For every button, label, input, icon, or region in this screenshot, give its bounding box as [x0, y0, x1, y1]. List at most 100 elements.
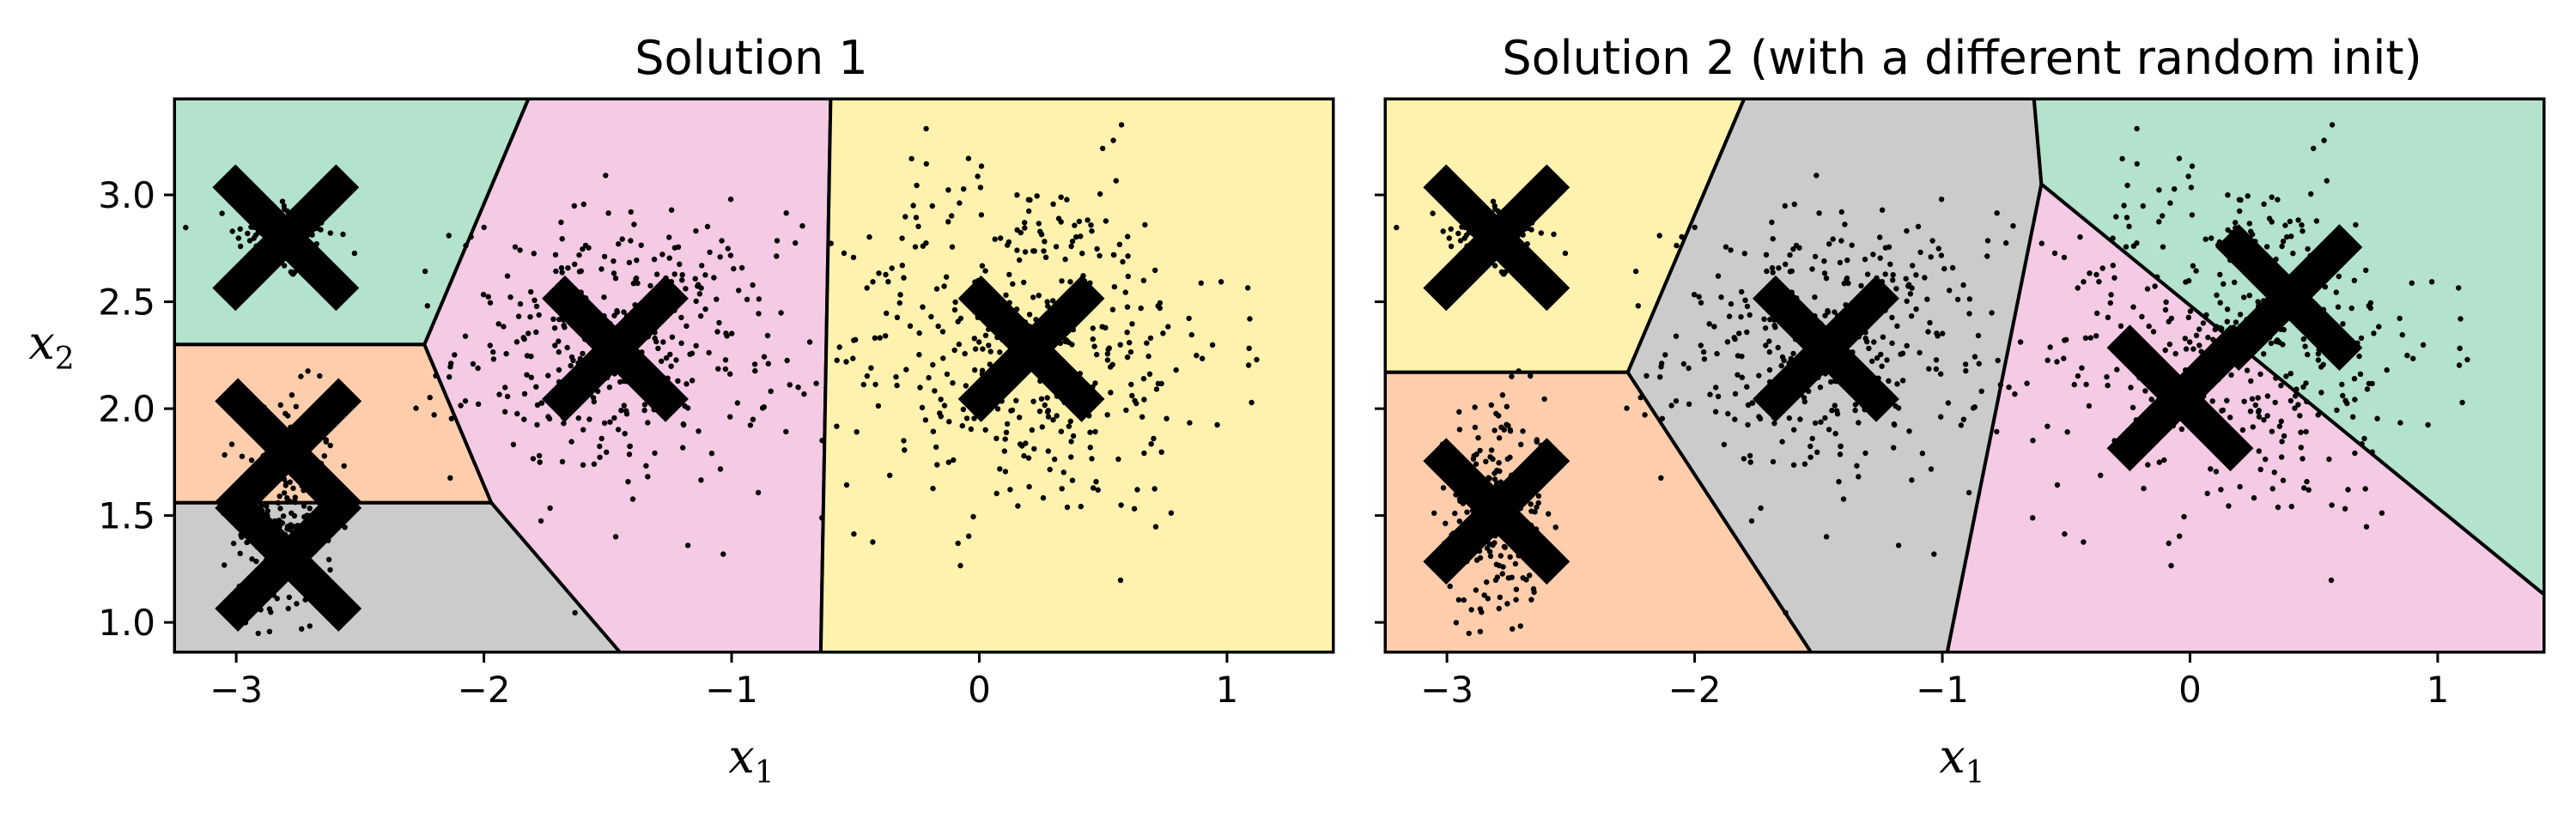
data-point: [1701, 356, 1708, 362]
data-point: [1856, 474, 1862, 480]
data-point: [647, 282, 653, 289]
data-point: [1732, 416, 1738, 422]
data-point: [1090, 336, 1097, 342]
data-point: [795, 385, 801, 391]
data-point: [2246, 221, 2252, 227]
data-point: [1940, 330, 1946, 336]
data-point: [2075, 373, 2081, 379]
data-point: [678, 340, 684, 346]
data-point: [1715, 393, 1722, 400]
data-point: [2321, 137, 2327, 143]
data-point: [2305, 351, 2311, 358]
data-point: [1858, 282, 1864, 289]
data-point: [1735, 353, 1741, 359]
data-point: [922, 417, 929, 423]
data-point: [682, 403, 688, 409]
data-point: [1076, 218, 1083, 225]
data-point: [722, 357, 729, 363]
data-point: [692, 276, 698, 282]
data-point: [490, 348, 496, 355]
data-point: [2148, 397, 2154, 403]
data-point: [2280, 477, 2287, 483]
data-point: [1060, 470, 1067, 476]
data-point: [734, 400, 741, 406]
data-point: [504, 393, 511, 400]
data-point: [2232, 279, 2238, 286]
data-point: [1893, 403, 1899, 409]
data-point: [1103, 218, 1109, 224]
data-point: [2225, 227, 2231, 233]
data-point: [1791, 427, 1797, 433]
data-point: [1528, 597, 1534, 603]
data-point: [2205, 334, 2211, 341]
data-point: [1770, 458, 1777, 465]
data-point: [2214, 292, 2220, 298]
data-point: [693, 342, 699, 348]
data-point: [2160, 244, 2166, 250]
data-point: [659, 358, 665, 364]
data-point: [1518, 441, 1524, 447]
data-point: [2278, 383, 2284, 389]
plot-content: [174, 99, 1334, 652]
data-point: [2459, 399, 2465, 406]
data-point: [2196, 342, 2202, 348]
data-point: [939, 329, 946, 335]
data-point: [289, 392, 295, 398]
data-point: [813, 380, 819, 386]
data-point: [1104, 357, 1111, 363]
data-point: [870, 539, 876, 545]
data-point: [945, 187, 951, 193]
data-point: [228, 441, 235, 447]
data-point: [601, 420, 608, 427]
data-point: [1457, 238, 1464, 244]
data-point: [2196, 326, 2202, 332]
data-point: [318, 227, 324, 233]
data-point: [1014, 192, 1020, 198]
data-point: [2144, 286, 2151, 292]
data-point: [1483, 458, 1489, 464]
data-point: [2233, 220, 2239, 226]
data-point: [747, 422, 754, 428]
x-tick-label: 1: [2427, 669, 2450, 711]
data-point: [532, 297, 538, 303]
data-point: [1513, 597, 1519, 603]
data-point: [1059, 278, 1065, 284]
data-point: [286, 594, 292, 600]
data-point: [959, 422, 966, 429]
plot-area: −3 −2 −1 0 1 1.0 1.5 2.0 2.5 3.0: [98, 97, 1335, 711]
data-point: [1869, 358, 1875, 364]
data-point: [930, 361, 936, 368]
data-point: [714, 329, 720, 335]
data-point: [2275, 504, 2281, 511]
data-point: [660, 339, 666, 345]
data-point: [1706, 321, 1712, 327]
data-point: [680, 421, 686, 427]
data-point: [2086, 403, 2093, 409]
data-point: [982, 332, 989, 338]
data-point: [761, 404, 767, 410]
data-point: [689, 350, 696, 356]
y-axis-label: x2: [28, 316, 74, 377]
data-point: [919, 404, 926, 410]
axes-frame: [173, 97, 1335, 654]
data-point: [1471, 452, 1477, 459]
data-point: [1088, 222, 1094, 228]
data-point: [1747, 459, 1753, 465]
data-point: [2006, 385, 2012, 391]
data-point: [276, 494, 283, 500]
data-point: [1186, 315, 1192, 322]
data-point: [1022, 225, 1028, 231]
data-point: [501, 324, 507, 330]
data-point: [1498, 424, 1504, 430]
centroid-marker: [215, 378, 362, 525]
data-point: [1871, 339, 1877, 345]
decision-region: [2032, 99, 2544, 597]
data-point: [1528, 501, 1534, 507]
data-point: [1455, 230, 1461, 237]
data-point: [580, 462, 586, 468]
data-point: [1513, 586, 1520, 592]
data-point: [678, 314, 684, 321]
data-point: [495, 321, 501, 327]
data-point: [1490, 198, 1497, 204]
data-point: [1109, 306, 1116, 312]
